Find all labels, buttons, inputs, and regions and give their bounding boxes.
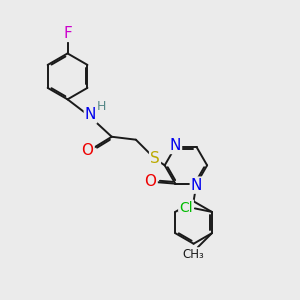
Text: O: O: [82, 143, 94, 158]
Text: O: O: [145, 174, 157, 189]
Text: N: N: [85, 107, 96, 122]
Text: Cl: Cl: [179, 200, 193, 214]
Text: CH₃: CH₃: [183, 248, 205, 261]
Text: F: F: [63, 26, 72, 41]
Text: S: S: [150, 151, 160, 166]
Text: N: N: [169, 138, 181, 153]
Text: N: N: [191, 178, 202, 193]
Text: H: H: [96, 100, 106, 112]
